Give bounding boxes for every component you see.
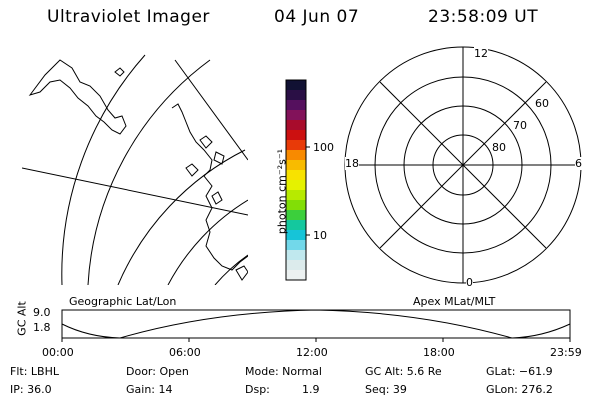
meridian-line — [22, 167, 248, 216]
strip-x-tick: 18:00 — [423, 346, 455, 359]
meridian-line — [174, 59, 248, 161]
strip-x-tick: 00:00 — [42, 346, 74, 359]
colorbar-cell — [286, 260, 306, 271]
door-readout: Door: Open — [126, 365, 189, 378]
colorbar-cell — [286, 160, 306, 171]
mlt-label-12: 12 — [474, 47, 488, 60]
strip-axis-label: GC Alt — [15, 301, 29, 336]
coastline — [114, 67, 125, 77]
coastline — [171, 103, 248, 271]
mlat-label-70: 70 — [513, 119, 527, 132]
polar-panel-label: Apex MLat/MLT — [413, 295, 496, 308]
latitude-arc — [117, 149, 246, 285]
seq-readout: Seq: 39 — [365, 383, 407, 396]
coastline — [235, 265, 248, 281]
strip-x-tick: 23:59 — [550, 346, 582, 359]
polar-diagonal — [379, 81, 547, 249]
colorbar-cell — [286, 100, 306, 111]
coastline — [199, 135, 213, 149]
colorbar-cell — [286, 150, 306, 161]
date-readout: 04 Jun 07 — [274, 7, 360, 27]
colorbar-cell — [286, 250, 306, 261]
colorbar-cell — [286, 220, 306, 231]
colorbar-cell — [286, 140, 306, 151]
mlt-label-6: 6 — [575, 157, 582, 170]
filter-readout: Flt: LBHL — [10, 365, 59, 378]
mode-readout: Mode: Normal — [245, 365, 322, 378]
latitude-arc — [87, 59, 211, 285]
strip-ymax-label: 9.0 — [33, 306, 51, 319]
coastline — [211, 191, 223, 205]
ip-readout: IP: 36.0 — [10, 383, 52, 396]
glon-readout: GLon: 276.2 — [486, 383, 553, 396]
latitude-arc — [167, 199, 248, 285]
mlt-label-18: 18 — [345, 157, 359, 170]
colorbar-tick-label: 100 — [313, 141, 334, 154]
strip-ymin-label: 1.8 — [33, 321, 51, 334]
app-title: Ultraviolet Imager — [47, 7, 210, 27]
colorbar-cell — [286, 170, 306, 181]
colorbar-cell — [286, 240, 306, 251]
colorbar-cell — [286, 230, 306, 241]
dsp-key: Dsp: — [245, 383, 270, 396]
mlat-label-60: 60 — [535, 97, 549, 110]
colorbar-cell — [286, 130, 306, 141]
geo-panel-label: Geographic Lat/Lon — [69, 295, 177, 308]
colorbar-cell — [286, 120, 306, 131]
colorbar-cell — [286, 110, 306, 121]
coastline — [28, 59, 127, 135]
dsp-value: 1.9 — [302, 383, 320, 396]
mlt-label-0: 0 — [466, 276, 473, 289]
colorbar-cell — [286, 90, 306, 101]
gc-alt-readout: GC Alt: 5.6 Re — [365, 365, 442, 378]
colorbar-cell — [286, 190, 306, 201]
gain-readout: Gain: 14 — [126, 383, 173, 396]
colorbar-cell — [286, 80, 306, 91]
strip-x-tick: 06:00 — [169, 346, 201, 359]
strip-x-tick: 12:00 — [296, 346, 328, 359]
colorbar-cell — [286, 200, 306, 211]
glat-readout: GLat: −61.9 — [486, 365, 553, 378]
colorbar-cell — [286, 270, 306, 281]
coastline — [213, 151, 225, 165]
colorbar-tick-label: 10 — [313, 229, 327, 242]
time-readout: 23:58:09 UT — [428, 7, 539, 27]
latitude-arc — [61, 54, 146, 285]
coastline — [185, 163, 199, 177]
mlat-label-80: 80 — [492, 141, 506, 154]
colorbar-cell — [286, 210, 306, 221]
altitude-curve — [61, 309, 571, 339]
colorbar-cell — [286, 180, 306, 191]
